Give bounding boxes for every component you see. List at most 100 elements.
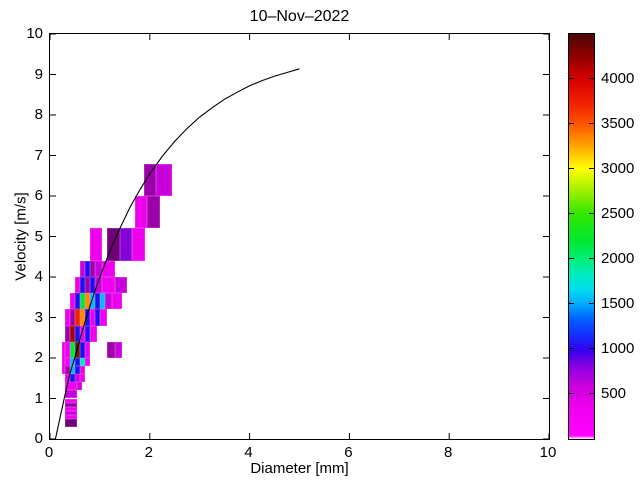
heatmap-cell — [84, 341, 90, 358]
colorbar-tick-mark — [589, 393, 594, 394]
heatmap-cell — [79, 341, 85, 358]
heatmap-cell — [89, 228, 103, 261]
heatmap-cell — [69, 325, 75, 342]
colorbar-tick-label: 1000 — [601, 340, 635, 357]
colorbar-tick-mark — [589, 123, 594, 124]
heatmap-cell — [74, 374, 80, 383]
heatmap-cell — [107, 341, 115, 358]
colorbar-tick-mark — [589, 213, 594, 214]
heatmap-cell — [84, 325, 90, 342]
heatmap-cell — [74, 325, 80, 342]
y-tick-label: 7 — [34, 146, 43, 164]
heatmap-cell — [64, 382, 78, 391]
heatmap-cell — [102, 277, 115, 294]
colorbar-gradient — [569, 34, 594, 439]
heatmap-cell — [79, 309, 85, 326]
y-tick-label: 1 — [34, 389, 43, 407]
colorbar-tick-label: 2500 — [601, 205, 635, 222]
heatmap-cell — [64, 398, 78, 403]
colorbar-tick-label: 4000 — [601, 70, 635, 87]
heatmap-cell — [79, 260, 85, 277]
colorbar-tick-label: 500 — [601, 385, 627, 402]
heatmap-cell — [64, 402, 78, 407]
heatmap-cell — [134, 196, 148, 229]
y-tick-label: 0 — [34, 430, 43, 447]
heatmap-cell — [99, 309, 108, 326]
heatmap-cell — [94, 309, 100, 326]
colorbar-tick-mark — [569, 393, 574, 394]
x-axis-label: Diameter [mm] — [250, 460, 349, 477]
colorbar-tick-mark — [589, 168, 594, 169]
colorbar-tick-mark — [569, 213, 574, 214]
heatmap-cell — [74, 293, 80, 310]
colorbar-tick-mark — [569, 258, 574, 259]
colorbar-tick-mark — [569, 348, 574, 349]
heatmap-cell — [64, 406, 78, 411]
heatmap-cell — [94, 293, 100, 310]
heatmap-cell — [114, 277, 128, 294]
heatmap-cell — [64, 358, 70, 367]
colorbar-tick-mark — [589, 258, 594, 259]
heatmap-cell — [89, 309, 95, 326]
heatmap-cell — [69, 374, 75, 383]
colorbar-tick-mark — [569, 78, 574, 79]
colorbar-tick-label: 2000 — [601, 250, 635, 267]
heatmap-cell — [102, 260, 115, 277]
heatmap-cell — [79, 293, 85, 310]
heatmap-cell — [69, 341, 75, 358]
heatmap-cell — [69, 358, 75, 367]
colorbar-tick-mark — [589, 348, 594, 349]
heatmap-cell — [77, 382, 83, 391]
heatmap-cell — [84, 277, 90, 294]
heatmap-cell — [89, 325, 98, 342]
heatmap-cell — [99, 293, 105, 310]
colorbar-tick-mark — [569, 168, 574, 169]
heatmap-cell — [143, 163, 157, 196]
heatmap-cell — [132, 228, 145, 261]
heatmap-cell — [64, 325, 70, 342]
heatmap-cell — [84, 358, 90, 367]
heatmap-cell — [62, 341, 65, 375]
x-tick-label: 6 — [344, 444, 353, 461]
heatmap-cell — [84, 293, 90, 310]
heatmap-cell — [74, 366, 80, 375]
heatmap-cell — [74, 358, 80, 367]
y-tick-label: 9 — [34, 65, 43, 83]
y-axis-label: Velocity [m/s] — [12, 192, 30, 281]
heatmap-cell — [64, 410, 78, 415]
colorbar — [568, 33, 595, 440]
colorbar-tick-mark — [569, 123, 574, 124]
heatmap-cell — [74, 277, 80, 294]
heatmap-cell — [119, 228, 133, 261]
y-tick-label: 6 — [34, 187, 43, 204]
heatmap-cell — [156, 163, 173, 196]
heatmap-cell — [79, 325, 85, 342]
heatmap-cell — [79, 374, 85, 383]
heatmap-cell — [64, 309, 70, 326]
colorbar-tick-label: 3500 — [601, 115, 635, 132]
colorbar-tick-label: 3000 — [601, 160, 635, 177]
heatmap-cell — [64, 418, 78, 427]
heatmap-cell — [94, 260, 103, 277]
heatmap-cell — [64, 366, 70, 375]
heatmap-cell — [89, 260, 95, 277]
heatmap-cell — [114, 341, 123, 358]
heatmap-cell — [69, 366, 75, 375]
heatmap-cell — [104, 293, 113, 310]
y-tick-label: 4 — [34, 268, 43, 285]
heatmap-cell — [94, 277, 103, 294]
y-tick-label: 2 — [34, 349, 43, 366]
heatmap-cell — [69, 309, 75, 326]
x-tick-label: 0 — [44, 444, 54, 461]
x-tick-label: 4 — [244, 444, 253, 461]
colorbar-tick-mark — [589, 303, 594, 304]
heatmap-cell — [64, 390, 78, 399]
heatmap-cell — [69, 293, 75, 310]
y-tick-label: 3 — [34, 308, 43, 326]
x-tick-label: 8 — [444, 444, 453, 461]
terminal-velocity-curve — [50, 34, 549, 439]
heatmap-cell — [79, 358, 85, 367]
heatmap-cell — [84, 260, 90, 277]
heatmap-cell — [64, 341, 70, 358]
heatmap-cells — [50, 34, 549, 439]
